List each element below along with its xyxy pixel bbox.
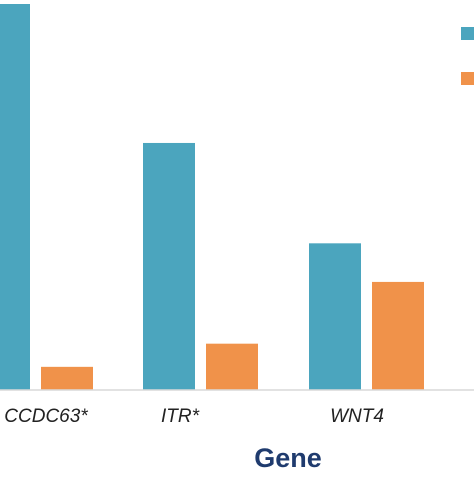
bar-ccdc63-series-1 <box>0 4 30 390</box>
x-tick-label: CCDC63* <box>4 406 88 427</box>
x-tick-label: WNT4 <box>330 406 384 427</box>
x-tick-label: ITR* <box>161 406 200 427</box>
bar-itr-series-1 <box>143 142 195 390</box>
bar-wnt4-series-1 <box>309 243 361 390</box>
bar-wnt4-series-2 <box>372 281 424 390</box>
legend-swatch-series-1 <box>461 27 474 40</box>
x-axis-title: Gene <box>254 443 322 473</box>
bar-itr-series-2 <box>206 343 258 390</box>
bars-layer <box>0 4 424 390</box>
x-tick-labels: CCDC63* ITR* WNT4 <box>4 406 384 427</box>
legend-swatch-series-2 <box>461 72 474 85</box>
legend <box>461 27 474 85</box>
bar-ccdc63-series-2 <box>41 366 93 390</box>
